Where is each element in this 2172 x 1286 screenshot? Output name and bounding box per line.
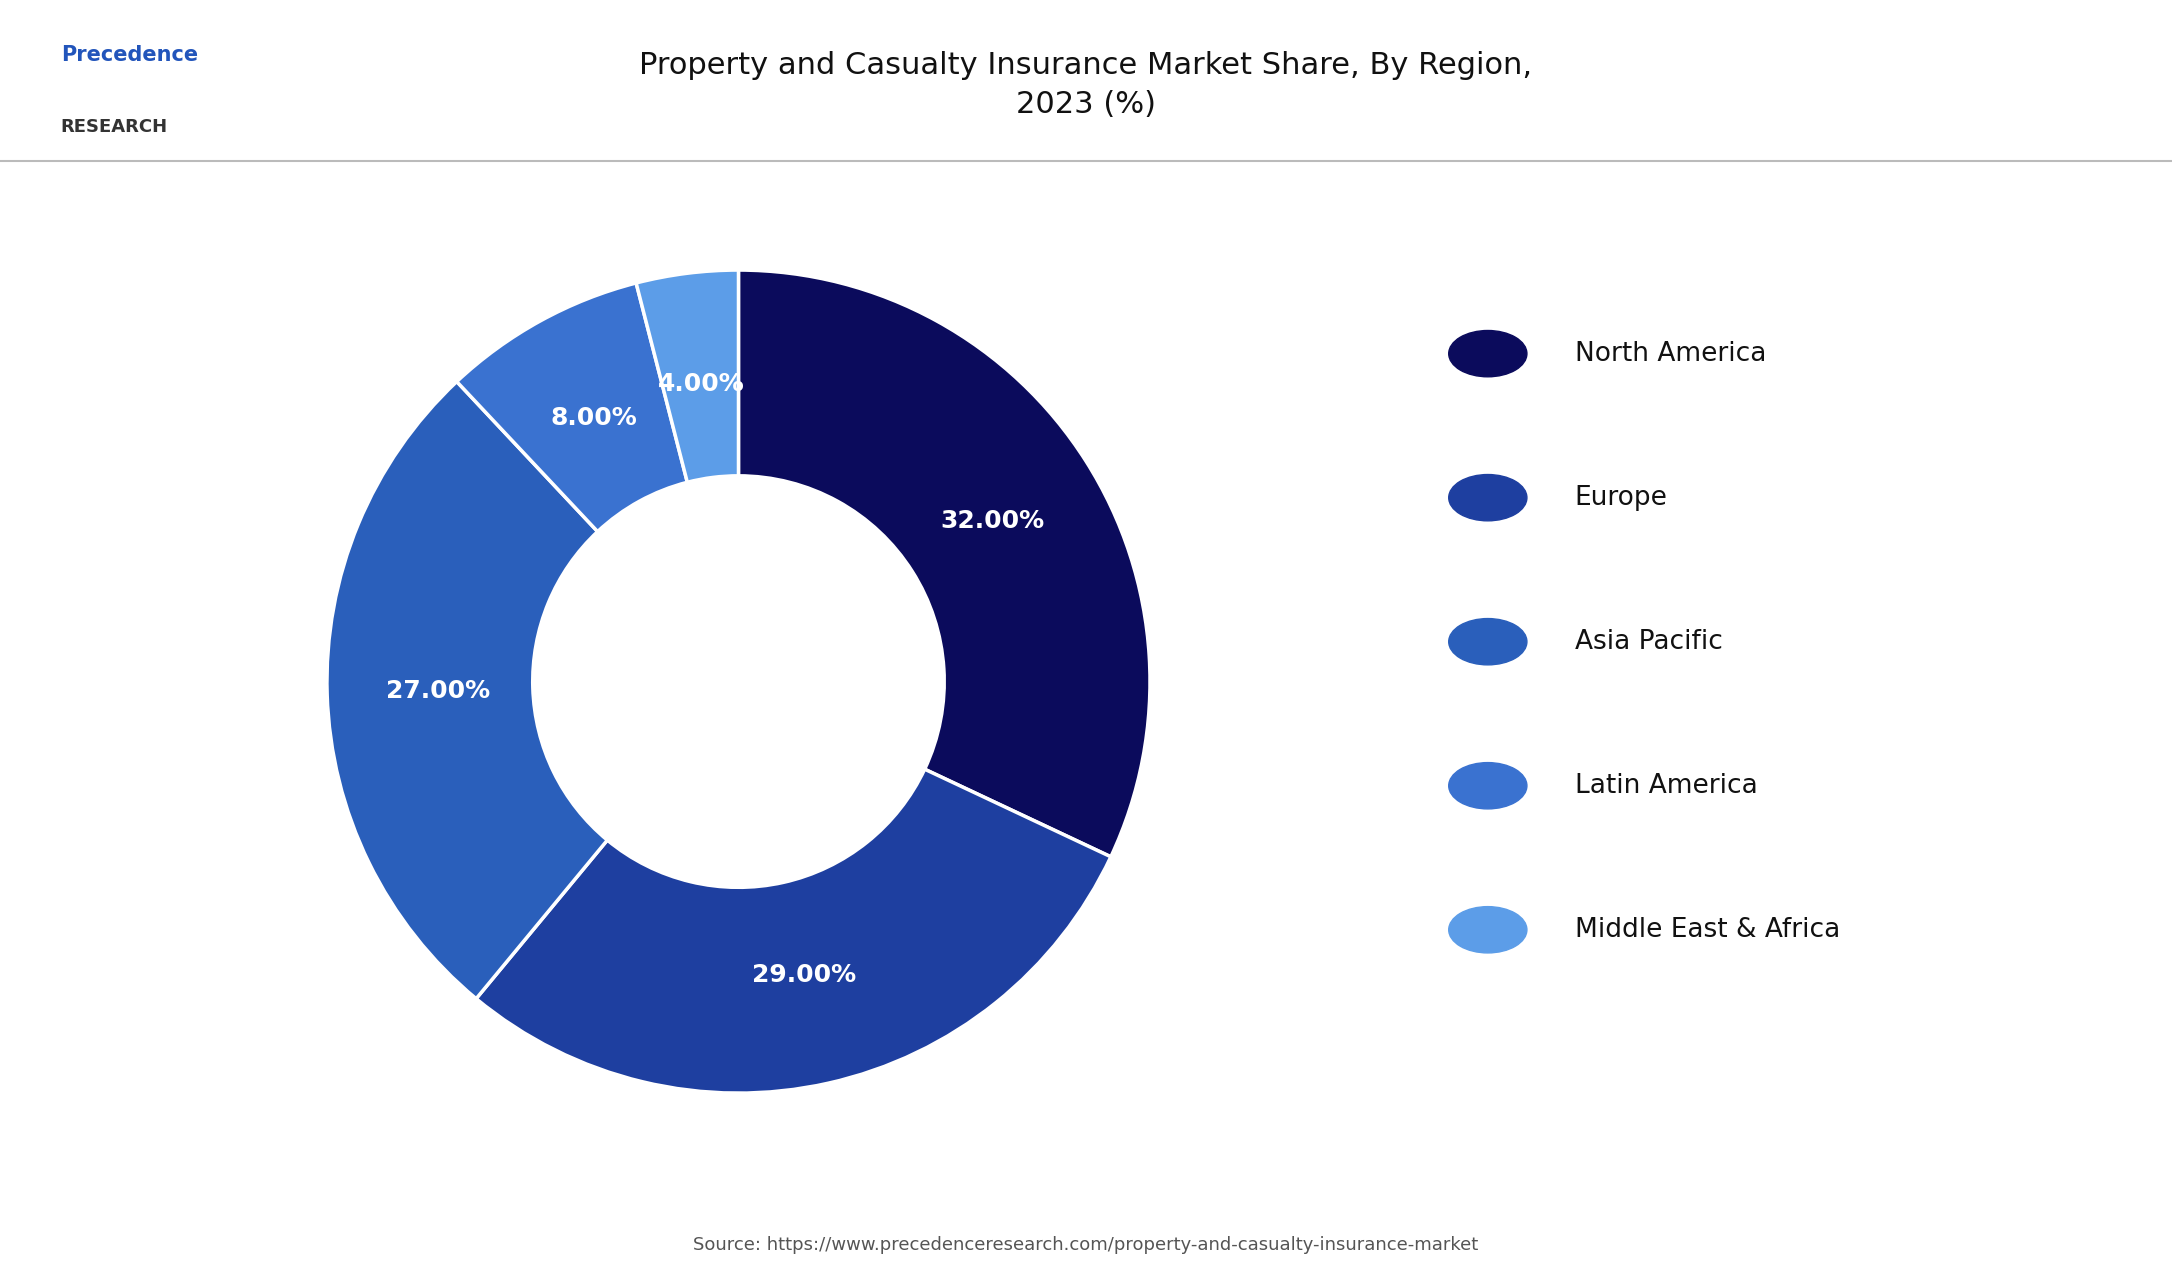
Text: Middle East & Africa: Middle East & Africa — [1575, 917, 1840, 943]
Text: North America: North America — [1575, 341, 1766, 367]
Text: 29.00%: 29.00% — [752, 963, 856, 986]
Wedge shape — [738, 270, 1149, 856]
Text: 27.00%: 27.00% — [387, 679, 491, 703]
Wedge shape — [476, 769, 1110, 1093]
Text: Property and Casualty Insurance Market Share, By Region,
2023 (%): Property and Casualty Insurance Market S… — [639, 51, 1533, 118]
Wedge shape — [636, 270, 738, 482]
Text: Precedence: Precedence — [61, 45, 198, 66]
Wedge shape — [328, 382, 608, 999]
Text: RESEARCH: RESEARCH — [61, 118, 167, 136]
Text: Latin America: Latin America — [1575, 773, 1757, 799]
Text: Europe: Europe — [1575, 485, 1668, 511]
Text: 32.00%: 32.00% — [940, 508, 1045, 532]
Text: 4.00%: 4.00% — [658, 372, 745, 396]
Text: 8.00%: 8.00% — [550, 406, 636, 431]
Wedge shape — [456, 283, 686, 531]
Text: Asia Pacific: Asia Pacific — [1575, 629, 1722, 655]
Text: Source: https://www.precedenceresearch.com/property-and-casualty-insurance-marke: Source: https://www.precedenceresearch.c… — [693, 1236, 1479, 1254]
